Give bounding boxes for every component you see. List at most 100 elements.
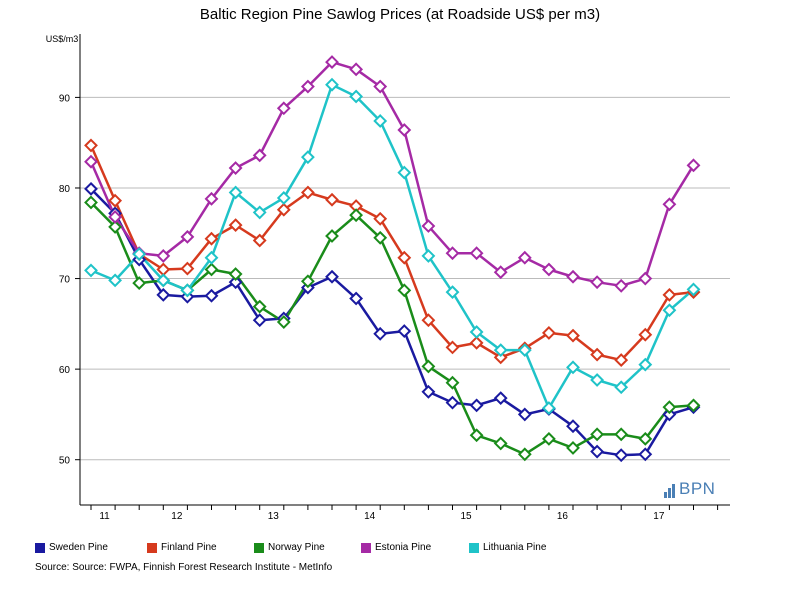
data-point xyxy=(421,359,436,374)
bar-chart-icon xyxy=(664,484,676,498)
data-point xyxy=(228,161,243,175)
data-point xyxy=(276,101,291,116)
legend: Sweden Pine Finland Pine Norway Pine Est… xyxy=(35,541,795,555)
data-point xyxy=(517,447,532,462)
x-tick-label: 15 xyxy=(460,511,472,522)
legend-swatch xyxy=(147,543,157,553)
data-point xyxy=(325,77,339,92)
data-point xyxy=(614,448,629,463)
data-point xyxy=(397,165,412,180)
legend-item-estonia[interactable]: Estonia Pine xyxy=(361,541,431,555)
data-point xyxy=(349,208,364,223)
data-point xyxy=(373,114,388,128)
data-point xyxy=(373,230,388,245)
data-point xyxy=(421,248,436,263)
legend-item-sweden[interactable]: Sweden Pine xyxy=(35,541,108,555)
data-point xyxy=(397,283,412,298)
data-point xyxy=(108,210,123,224)
data-point xyxy=(445,395,460,410)
data-point xyxy=(614,278,629,293)
series-line-estonia-pine xyxy=(89,60,695,288)
legend-label: Sweden Pine xyxy=(49,542,108,553)
data-point xyxy=(590,347,605,362)
data-point xyxy=(228,267,243,281)
data-point xyxy=(662,197,677,212)
data-point xyxy=(276,315,291,329)
x-tick-label: 13 xyxy=(268,511,280,522)
y-tick-label: 50 xyxy=(59,456,71,467)
data-point xyxy=(469,246,484,261)
data-point xyxy=(373,79,388,94)
data-point xyxy=(445,340,460,355)
data-point xyxy=(421,313,436,328)
data-point xyxy=(541,401,556,415)
data-point xyxy=(493,391,508,406)
data-point xyxy=(204,231,219,246)
data-point xyxy=(180,283,195,298)
data-point xyxy=(373,326,388,341)
data-point xyxy=(252,233,267,248)
legend-label: Norway Pine xyxy=(268,542,325,553)
data-point xyxy=(566,419,580,434)
x-tick-label: 12 xyxy=(171,511,183,522)
data-point xyxy=(276,202,291,217)
x-tick-label: 17 xyxy=(653,511,665,522)
data-point xyxy=(252,299,267,314)
x-tick-label: 14 xyxy=(364,511,376,522)
data-point xyxy=(156,273,171,288)
data-point xyxy=(349,62,364,77)
data-point xyxy=(493,350,508,365)
data-point xyxy=(325,55,339,69)
y-tick-label: 70 xyxy=(59,275,71,286)
data-point xyxy=(180,261,195,276)
data-point xyxy=(638,357,653,372)
data-point xyxy=(108,193,123,208)
data-point xyxy=(84,138,98,153)
legend-item-finland[interactable]: Finland Pine xyxy=(147,541,217,555)
data-point xyxy=(349,89,364,104)
data-point xyxy=(469,398,484,413)
data-point xyxy=(325,229,339,243)
legend-swatch xyxy=(469,543,479,553)
data-point xyxy=(590,427,605,442)
data-point xyxy=(84,154,98,169)
legend-swatch xyxy=(254,543,264,553)
data-point xyxy=(638,327,653,342)
data-point xyxy=(325,269,339,284)
data-point xyxy=(686,282,701,297)
series-line-lithuania-pine xyxy=(90,83,695,410)
data-point xyxy=(204,288,219,303)
data-point xyxy=(373,211,388,226)
data-point xyxy=(614,427,629,442)
data-point xyxy=(517,407,532,422)
data-point xyxy=(469,428,484,443)
data-point xyxy=(397,324,412,339)
data-point xyxy=(156,287,171,302)
source-note: Source: Source: FWPA, Finnish Forest Res… xyxy=(35,562,333,573)
data-point xyxy=(156,248,171,263)
x-tick-label: 16 xyxy=(557,511,569,522)
data-point xyxy=(614,380,629,395)
data-point xyxy=(590,373,605,387)
data-point xyxy=(517,343,532,358)
y-axis-label: US$/m3 xyxy=(46,34,79,44)
data-point xyxy=(493,265,508,280)
data-point xyxy=(228,218,243,233)
data-point xyxy=(493,436,508,451)
data-point xyxy=(397,123,412,137)
data-point xyxy=(445,246,460,261)
data-point xyxy=(132,276,147,291)
chart-title: Baltic Region Pine Sawlog Prices (at Roa… xyxy=(199,6,601,23)
data-point xyxy=(566,269,580,284)
data-point xyxy=(614,353,629,367)
data-point xyxy=(541,262,556,277)
legend-swatch xyxy=(361,543,371,553)
data-point xyxy=(566,441,580,455)
data-point xyxy=(132,247,147,262)
legend-item-lithuania[interactable]: Lithuania Pine xyxy=(469,541,546,555)
legend-swatch xyxy=(35,543,45,553)
legend-label: Finland Pine xyxy=(161,542,217,553)
y-tick-label: 60 xyxy=(59,365,71,376)
legend-item-norway[interactable]: Norway Pine xyxy=(254,541,325,555)
series-line-sweden-pine xyxy=(90,188,694,457)
